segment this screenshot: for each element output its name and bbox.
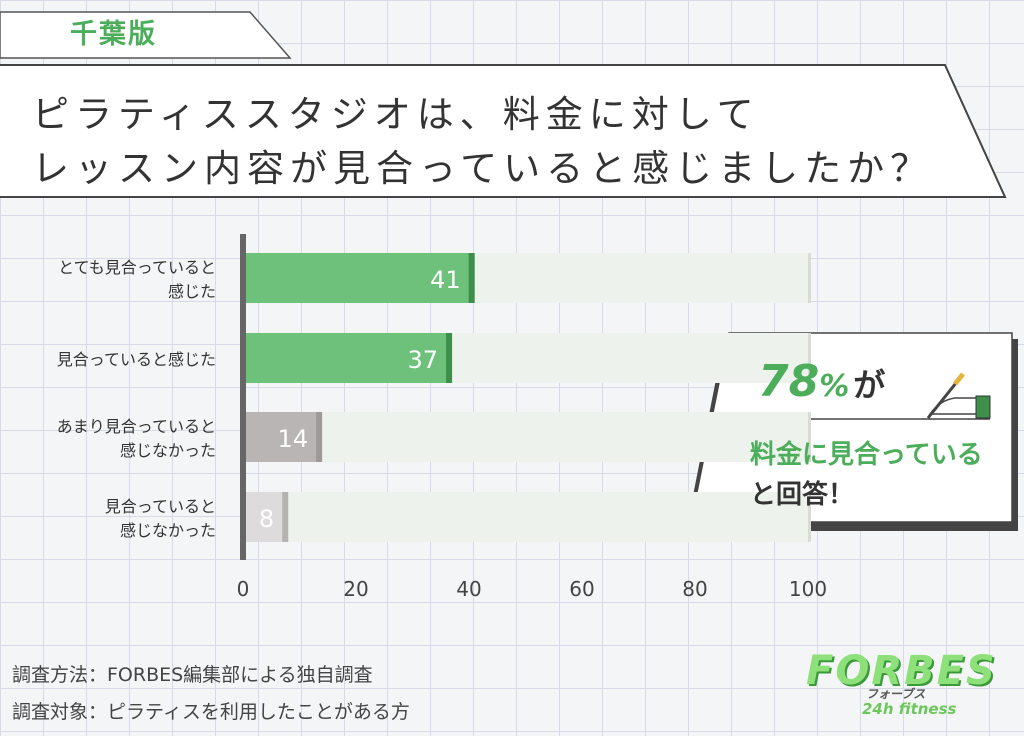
logo-main: FORBES [806,648,997,694]
callout-suffix: が [853,366,886,404]
logo-sub: 24h fitness [862,700,957,718]
y-axis-line [240,234,246,560]
category-label: あまり見合っていると [57,417,216,436]
callout-line-2: 料金に見合っている [750,440,983,470]
bar [243,333,453,383]
bar [243,492,289,542]
callout-percent-value: 78 [758,356,820,407]
bar-value-label: 41 [430,266,461,294]
callout-percent-sign: % [819,369,850,404]
title-banner-shape [0,64,1007,198]
title-line-2: レッスン内容が見合っていると感じましたか？ [32,147,934,190]
bar [243,412,323,462]
x-tick-label: 60 [569,577,594,601]
x-tick-label: 80 [682,577,707,601]
bar-value-label: 8 [259,505,274,533]
category-label: 感じなかった [120,521,216,540]
bar-track-end [808,333,811,383]
bar [243,253,475,303]
x-tick-label: 0 [237,577,250,601]
x-tick-label: 100 [789,577,827,601]
bar-track-end [808,492,811,542]
callout-line-3: と回答！ [750,480,855,510]
category-label: とても見合っていると [58,258,216,277]
bar-track [243,412,808,462]
hand-pen-icon [926,372,991,419]
bar-track [243,492,808,542]
bar-value-label: 37 [408,346,439,374]
logo-kana: フォーブス [866,687,926,701]
bar-value-label: 14 [278,425,309,453]
x-tick-label: 20 [343,577,368,601]
category-label: 見合っていると [105,497,216,516]
bar-track-end [808,253,811,303]
category-label: 感じなかった [120,441,216,460]
title-line-1: ピラティススタジオは、料金に対して [32,93,760,136]
category-label: 見合っていると感じた [57,350,216,369]
bar-end-cap [468,253,475,303]
x-tick-label: 40 [456,577,481,601]
bar-end-cap [316,412,323,462]
region-label: 千葉版 [70,19,157,50]
category-label: 感じた [168,282,216,301]
survey-target: 調査対象：ピラティスを利用したことがある方 [12,701,410,723]
region-tab-shape [0,11,292,59]
survey-method: 調査方法：FORBES編集部による独自調査 [12,664,373,686]
bar-end-cap [446,333,453,383]
callout-percent-row: 78% が [758,356,885,407]
bar-end-cap [282,492,289,542]
bar-track-end [808,412,811,462]
